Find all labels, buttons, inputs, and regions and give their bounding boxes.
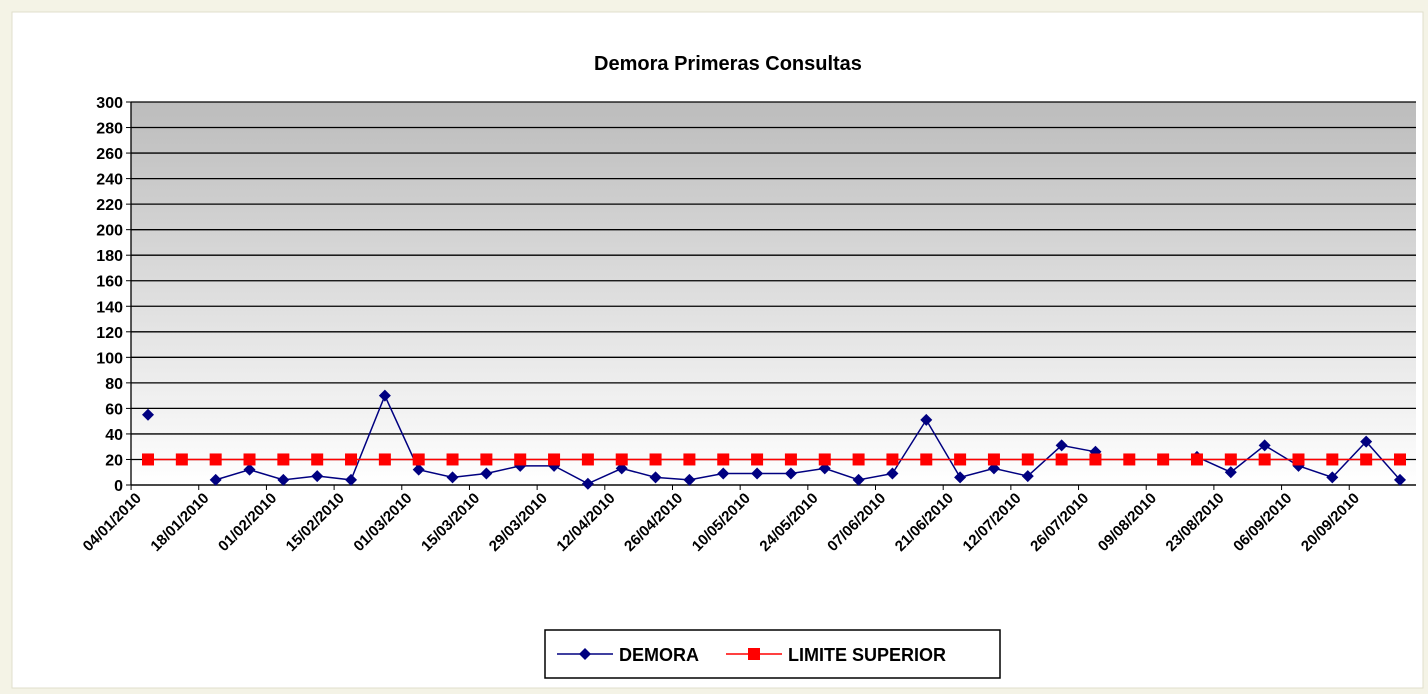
data-point bbox=[581, 477, 594, 490]
data-point bbox=[277, 473, 290, 486]
y-tick-label: 180 bbox=[96, 248, 123, 265]
data-point bbox=[1190, 453, 1203, 466]
data-point bbox=[1021, 470, 1034, 483]
data-point bbox=[751, 467, 764, 480]
y-tick-label: 20 bbox=[105, 452, 123, 469]
y-tick-label: 240 bbox=[96, 172, 123, 189]
data-point bbox=[784, 453, 797, 466]
data-point bbox=[852, 473, 865, 486]
y-tick-label: 0 bbox=[114, 478, 123, 495]
data-point bbox=[1360, 453, 1373, 466]
chart-title: Demora Primeras Consultas bbox=[594, 53, 862, 75]
data-point bbox=[1360, 435, 1373, 448]
data-point bbox=[1224, 453, 1237, 466]
y-tick-label: 280 bbox=[96, 121, 123, 138]
data-point bbox=[1157, 453, 1170, 466]
data-point bbox=[209, 453, 222, 466]
y-tick-label: 40 bbox=[105, 427, 123, 444]
data-point bbox=[446, 453, 459, 466]
data-point bbox=[581, 453, 594, 466]
data-point bbox=[751, 453, 764, 466]
data-point bbox=[886, 467, 899, 480]
y-tick-label: 120 bbox=[96, 325, 123, 342]
data-point bbox=[852, 453, 865, 466]
data-point bbox=[311, 470, 324, 483]
data-point bbox=[1258, 439, 1271, 452]
plot-area bbox=[131, 102, 1416, 485]
data-point bbox=[446, 471, 459, 484]
legend: DEMORA LIMITE SUPERIOR bbox=[544, 629, 1001, 679]
data-point bbox=[920, 413, 933, 426]
data-point bbox=[277, 453, 290, 466]
data-point bbox=[378, 389, 391, 402]
data-point bbox=[784, 467, 797, 480]
data-point bbox=[717, 453, 730, 466]
data-point bbox=[209, 473, 222, 486]
data-point bbox=[311, 453, 324, 466]
data-point bbox=[1258, 453, 1271, 466]
y-tick-label: 100 bbox=[96, 350, 123, 367]
data-point bbox=[683, 453, 696, 466]
y-tick-label: 140 bbox=[96, 299, 123, 316]
legend-label: LIMITE SUPERIOR bbox=[788, 645, 946, 665]
data-point bbox=[818, 453, 831, 466]
data-point bbox=[480, 453, 493, 466]
data-point bbox=[987, 453, 1000, 466]
data-point bbox=[514, 453, 527, 466]
y-tick-label: 80 bbox=[105, 376, 123, 393]
data-point bbox=[1326, 471, 1339, 484]
y-tick-label: 220 bbox=[96, 197, 123, 214]
data-point bbox=[412, 453, 425, 466]
y-tick-label: 200 bbox=[96, 223, 123, 240]
data-point bbox=[1123, 453, 1136, 466]
data-point bbox=[954, 453, 967, 466]
data-point bbox=[649, 453, 662, 466]
data-point bbox=[548, 453, 561, 466]
data-point bbox=[1394, 453, 1406, 466]
legend-marker bbox=[579, 648, 591, 660]
data-point bbox=[1021, 453, 1034, 466]
data-point bbox=[1055, 453, 1068, 466]
y-tick-label: 300 bbox=[96, 95, 123, 112]
data-point bbox=[378, 453, 391, 466]
data-point bbox=[412, 463, 425, 476]
data-point bbox=[243, 453, 256, 466]
data-point bbox=[1394, 473, 1406, 486]
data-point bbox=[1089, 453, 1102, 466]
legend-label: DEMORA bbox=[619, 645, 699, 665]
data-point bbox=[886, 453, 899, 466]
y-tick-label: 260 bbox=[96, 146, 123, 163]
y-tick-label: 60 bbox=[105, 401, 123, 418]
data-point bbox=[920, 453, 933, 466]
data-point bbox=[345, 473, 358, 486]
data-point bbox=[615, 453, 628, 466]
y-tick-label: 160 bbox=[96, 274, 123, 291]
data-point bbox=[649, 471, 662, 484]
data-point bbox=[243, 463, 256, 476]
data-point bbox=[345, 453, 358, 466]
data-point bbox=[954, 471, 967, 484]
data-point bbox=[1292, 453, 1305, 466]
data-point bbox=[480, 467, 493, 480]
data-point bbox=[1224, 466, 1237, 479]
data-point bbox=[717, 467, 730, 480]
data-point bbox=[1055, 439, 1068, 452]
data-point bbox=[142, 453, 154, 466]
legend-marker bbox=[748, 648, 760, 660]
data-point bbox=[142, 408, 154, 421]
data-point bbox=[175, 453, 188, 466]
data-point bbox=[683, 473, 696, 486]
data-point bbox=[1326, 453, 1339, 466]
